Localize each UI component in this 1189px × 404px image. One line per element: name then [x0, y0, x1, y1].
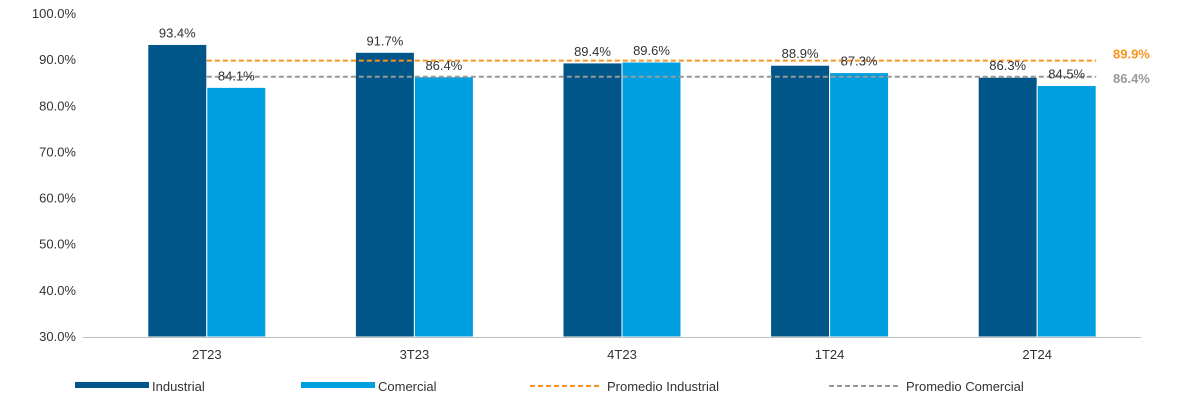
y-axis: 30.0% 40.0% 50.0% 60.0% 70.0% 80.0% 90.0% 100.0…	[32, 6, 77, 344]
data-label-comercial-2t23: 84.1%	[218, 68, 255, 83]
data-label-industrial-2t24: 86.3%	[989, 58, 1026, 73]
bar-comercial-4t23	[621, 61, 682, 338]
x-tick-label: 2T23	[192, 347, 222, 362]
data-label-industrial-1t24: 88.9%	[782, 46, 819, 61]
average-label-industrial: 89.9%	[1113, 47, 1150, 62]
legend-comercial-swatch	[301, 382, 375, 388]
average-lines: 89.9% 86.4%	[206, 47, 1150, 86]
data-label-comercial-3t23: 86.4%	[425, 58, 462, 73]
bars	[147, 43, 1097, 338]
y-tick-label: 60.0%	[39, 191, 76, 206]
bar-industrial-3t23	[354, 51, 415, 338]
y-tick-label: 40.0%	[39, 283, 76, 298]
bar-industrial-2t24	[977, 76, 1038, 338]
legend-industrial-label: Industrial	[152, 379, 205, 394]
bar-industrial-1t24	[770, 64, 831, 338]
legend: Industrial Comercial Promedio Industrial Pr…	[75, 379, 1024, 394]
y-tick-label: 100.0%	[32, 6, 77, 21]
bar-comercial-2t24	[1036, 85, 1097, 338]
data-label-industrial-3t23: 91.7%	[366, 33, 403, 48]
y-tick-label: 90.0%	[39, 52, 76, 67]
average-label-comercial: 86.4%	[1113, 71, 1150, 86]
y-tick-label: 80.0%	[39, 98, 76, 113]
y-tick-label: 30.0%	[39, 329, 76, 344]
bar-industrial-2t23	[147, 43, 208, 338]
x-tick-label: 1T24	[815, 347, 845, 362]
data-label-comercial-2t24: 84.5%	[1048, 67, 1085, 82]
legend-promedio-comercial-label: Promedio Comercial	[906, 379, 1024, 394]
data-label-industrial-4t23: 89.4%	[574, 44, 611, 59]
x-tick-label: 4T23	[607, 347, 637, 362]
data-label-industrial-2t23: 93.4%	[159, 25, 196, 40]
bar-comercial-1t24	[829, 72, 890, 338]
data-label-comercial-4t23: 89.6%	[633, 43, 670, 58]
legend-industrial-swatch	[75, 382, 149, 388]
bar-comercial-3t23	[413, 76, 474, 338]
y-tick-label: 50.0%	[39, 237, 76, 252]
bar-industrial-4t23	[562, 62, 623, 338]
y-tick-label: 70.0%	[39, 144, 76, 159]
legend-promedio-industrial-label: Promedio Industrial	[607, 379, 719, 394]
x-axis: 2T23 3T23 4T23 1T24 2T24	[83, 337, 1141, 362]
x-tick-label: 3T23	[400, 347, 430, 362]
legend-comercial-label: Comercial	[378, 379, 437, 394]
data-labels: 93.4% 84.1% 91.7% 86.4% 89.4% 89.6% 88.9% 87.3%…	[159, 25, 1086, 83]
data-label-comercial-1t24: 87.3%	[841, 54, 878, 69]
x-tick-label: 2T24	[1022, 347, 1052, 362]
bar-comercial-2t23	[206, 86, 267, 338]
